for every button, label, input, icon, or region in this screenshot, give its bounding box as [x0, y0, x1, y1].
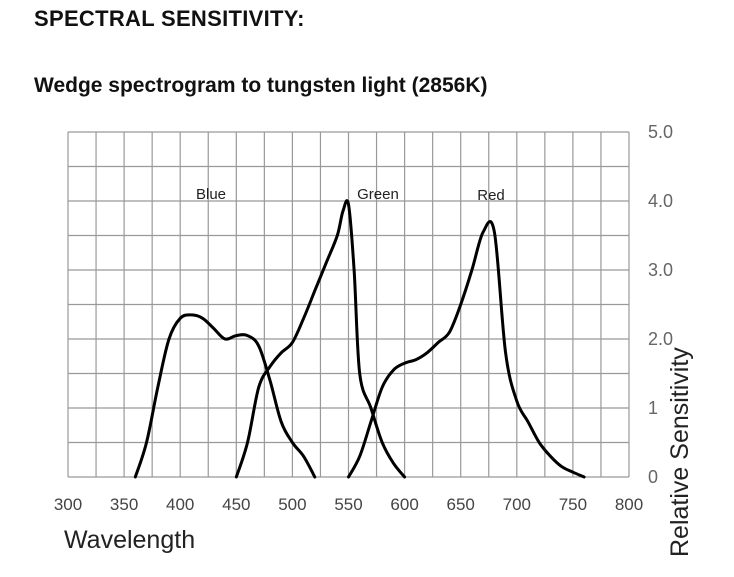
x-tick-label: 800 — [615, 495, 643, 514]
x-tick-label: 500 — [278, 495, 306, 514]
y-tick-label: 2.0 — [648, 329, 673, 349]
x-tick-label: 400 — [166, 495, 194, 514]
x-tick-label: 650 — [447, 495, 475, 514]
x-tick-label: 450 — [222, 495, 250, 514]
x-axis-ticks: 300 350 400 450 500 550 600 650 700 750 800 — [54, 495, 643, 514]
series-label-green: Green — [357, 186, 399, 203]
chart-title: Wedge spectrogram to tungsten light (285… — [34, 74, 488, 97]
series-line-blue — [133, 313, 317, 479]
page-heading: SPECTRAL SENSITIVITY: — [34, 6, 305, 31]
chart-series-lines — [133, 199, 586, 479]
y-tick-label: 5.0 — [648, 122, 673, 142]
chart-series-labels: Blue Green Red — [196, 186, 505, 204]
chart-grid — [67, 131, 630, 478]
y-tick-label: 3.0 — [648, 260, 673, 280]
series-line-green — [234, 199, 407, 479]
y-tick-label: 1 — [648, 398, 658, 418]
y-tick-label: 4.0 — [648, 191, 673, 211]
y-tick-label: 0 — [648, 467, 658, 487]
x-tick-label: 600 — [390, 495, 418, 514]
x-tick-label: 350 — [110, 495, 138, 514]
x-tick-label: 300 — [54, 495, 82, 514]
x-tick-label: 750 — [559, 495, 587, 514]
x-tick-label: 550 — [334, 495, 362, 514]
y-axis-label: Relative Sensitivity — [666, 347, 694, 557]
x-axis-label: Wavelength — [64, 526, 195, 554]
series-label-red: Red — [477, 187, 505, 204]
y-axis-ticks: 0 1 2.0 3.0 4.0 5.0 — [648, 122, 673, 487]
series-label-blue: Blue — [196, 186, 226, 203]
series-line-red — [347, 220, 586, 479]
x-tick-label: 700 — [503, 495, 531, 514]
